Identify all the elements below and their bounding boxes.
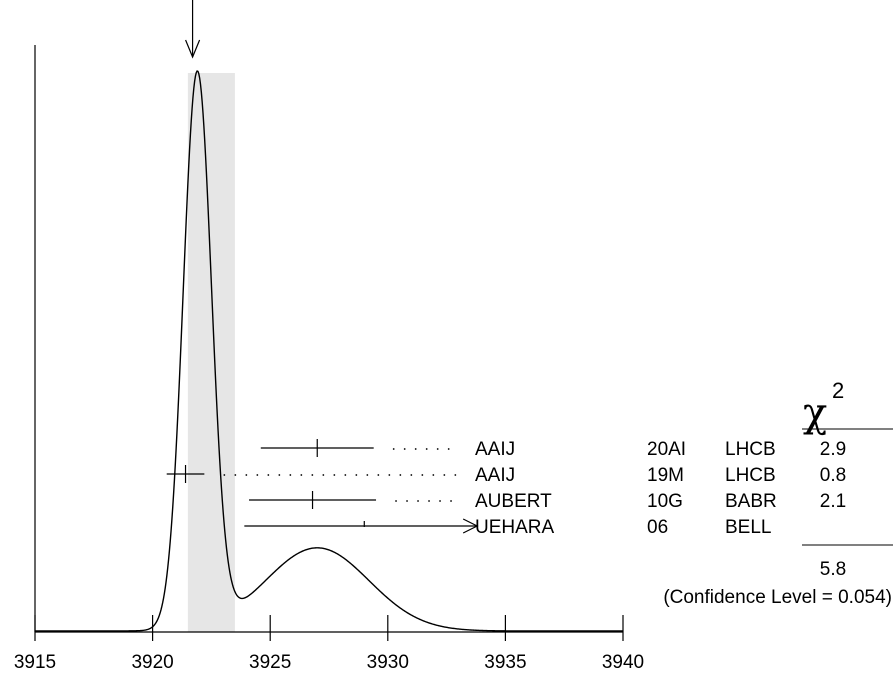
leader-dot [333,474,336,476]
leader-dot [223,474,226,476]
x-ticks [34,615,624,641]
leader-dot [421,474,424,476]
leader-dot [428,500,430,502]
chi2-exponent: 2 [832,378,844,403]
measurement-row: AUBERT 10G BABR 2.1 [249,491,846,512]
leader-dot [447,448,450,450]
measurement-chi2: 0.8 [820,465,846,486]
chi2-total: 5.8 [820,559,846,580]
x-tick-label: 3930 [367,652,409,673]
measurement-experiment: BELL [725,517,771,538]
leader-dot [311,474,314,476]
leader-dot [425,448,428,450]
leader-dot [377,474,380,476]
leader-dot [406,500,408,502]
measurement-chi2: 2.9 [820,439,846,460]
measurement-reference: 19M [647,465,684,486]
leader-dot [439,500,441,502]
measurement-author: UEHARA [475,517,555,538]
measurement-row: AAIJ 19M LHCB 0.8 [166,465,846,486]
leader-dot [355,474,358,476]
ideogram-curve [35,70,623,632]
x-tick-labels: 3915 3920 3925 3930 3935 3940 [14,652,644,673]
x-tick-label: 3915 [14,652,56,673]
x-tick-label: 3925 [249,652,291,673]
measurement-author: AAIJ [475,439,515,460]
average-arrow [185,0,201,59]
measurements: AAIJ 20AI LHCB 2.9 AAIJ 19M LHCB 0.8 AUBERT 10G BA… [166,439,846,538]
measurement-author: AUBERT [475,491,552,512]
leader-dot [436,448,439,450]
leader-dot [278,474,281,476]
measurement-reference: 10G [647,491,683,512]
leader-dot [267,474,270,476]
chi2-symbol: χ [803,390,827,436]
x-tick-label: 3940 [602,652,644,673]
leader-dot [450,500,452,502]
leader-dot [443,474,446,476]
leader-dot [344,474,347,476]
leader-dot [366,474,369,476]
limit-arrowhead [462,518,479,534]
chi2-header: χ 2 [803,378,844,436]
leader-dot [300,474,303,476]
measurement-experiment: LHCB [725,465,776,486]
leader-dot [322,474,325,476]
leader-dot [403,448,406,450]
measurement-reference: 20AI [647,439,686,460]
leader-dot [414,448,417,450]
leader-dot [245,474,248,476]
leader-dot [392,448,395,450]
leader-dot [388,474,391,476]
measurement-chi2: 2.1 [820,491,846,512]
x-tick-label: 3920 [131,652,173,673]
measurement-row: UEHARA 06 BELL [244,517,771,538]
leader-dot [417,500,419,502]
leader-dot [410,474,413,476]
x-tick-label: 3935 [484,652,526,673]
measurement-author: AAIJ [475,465,515,486]
leader-dot [399,474,402,476]
leader-dot [432,474,435,476]
leader-dot [234,474,237,476]
measurement-row: AAIJ 20AI LHCB 2.9 [260,439,846,460]
leader-dot [256,474,259,476]
measurement-reference: 06 [647,517,668,538]
leader-dot [395,500,397,502]
measurement-experiment: BABR [725,491,777,512]
measurement-experiment: LHCB [725,439,776,460]
leader-dot [454,474,457,476]
average-error-band [187,73,235,632]
leader-dot [289,474,292,476]
confidence-level: (Confidence Level = 0.054) [663,587,892,608]
